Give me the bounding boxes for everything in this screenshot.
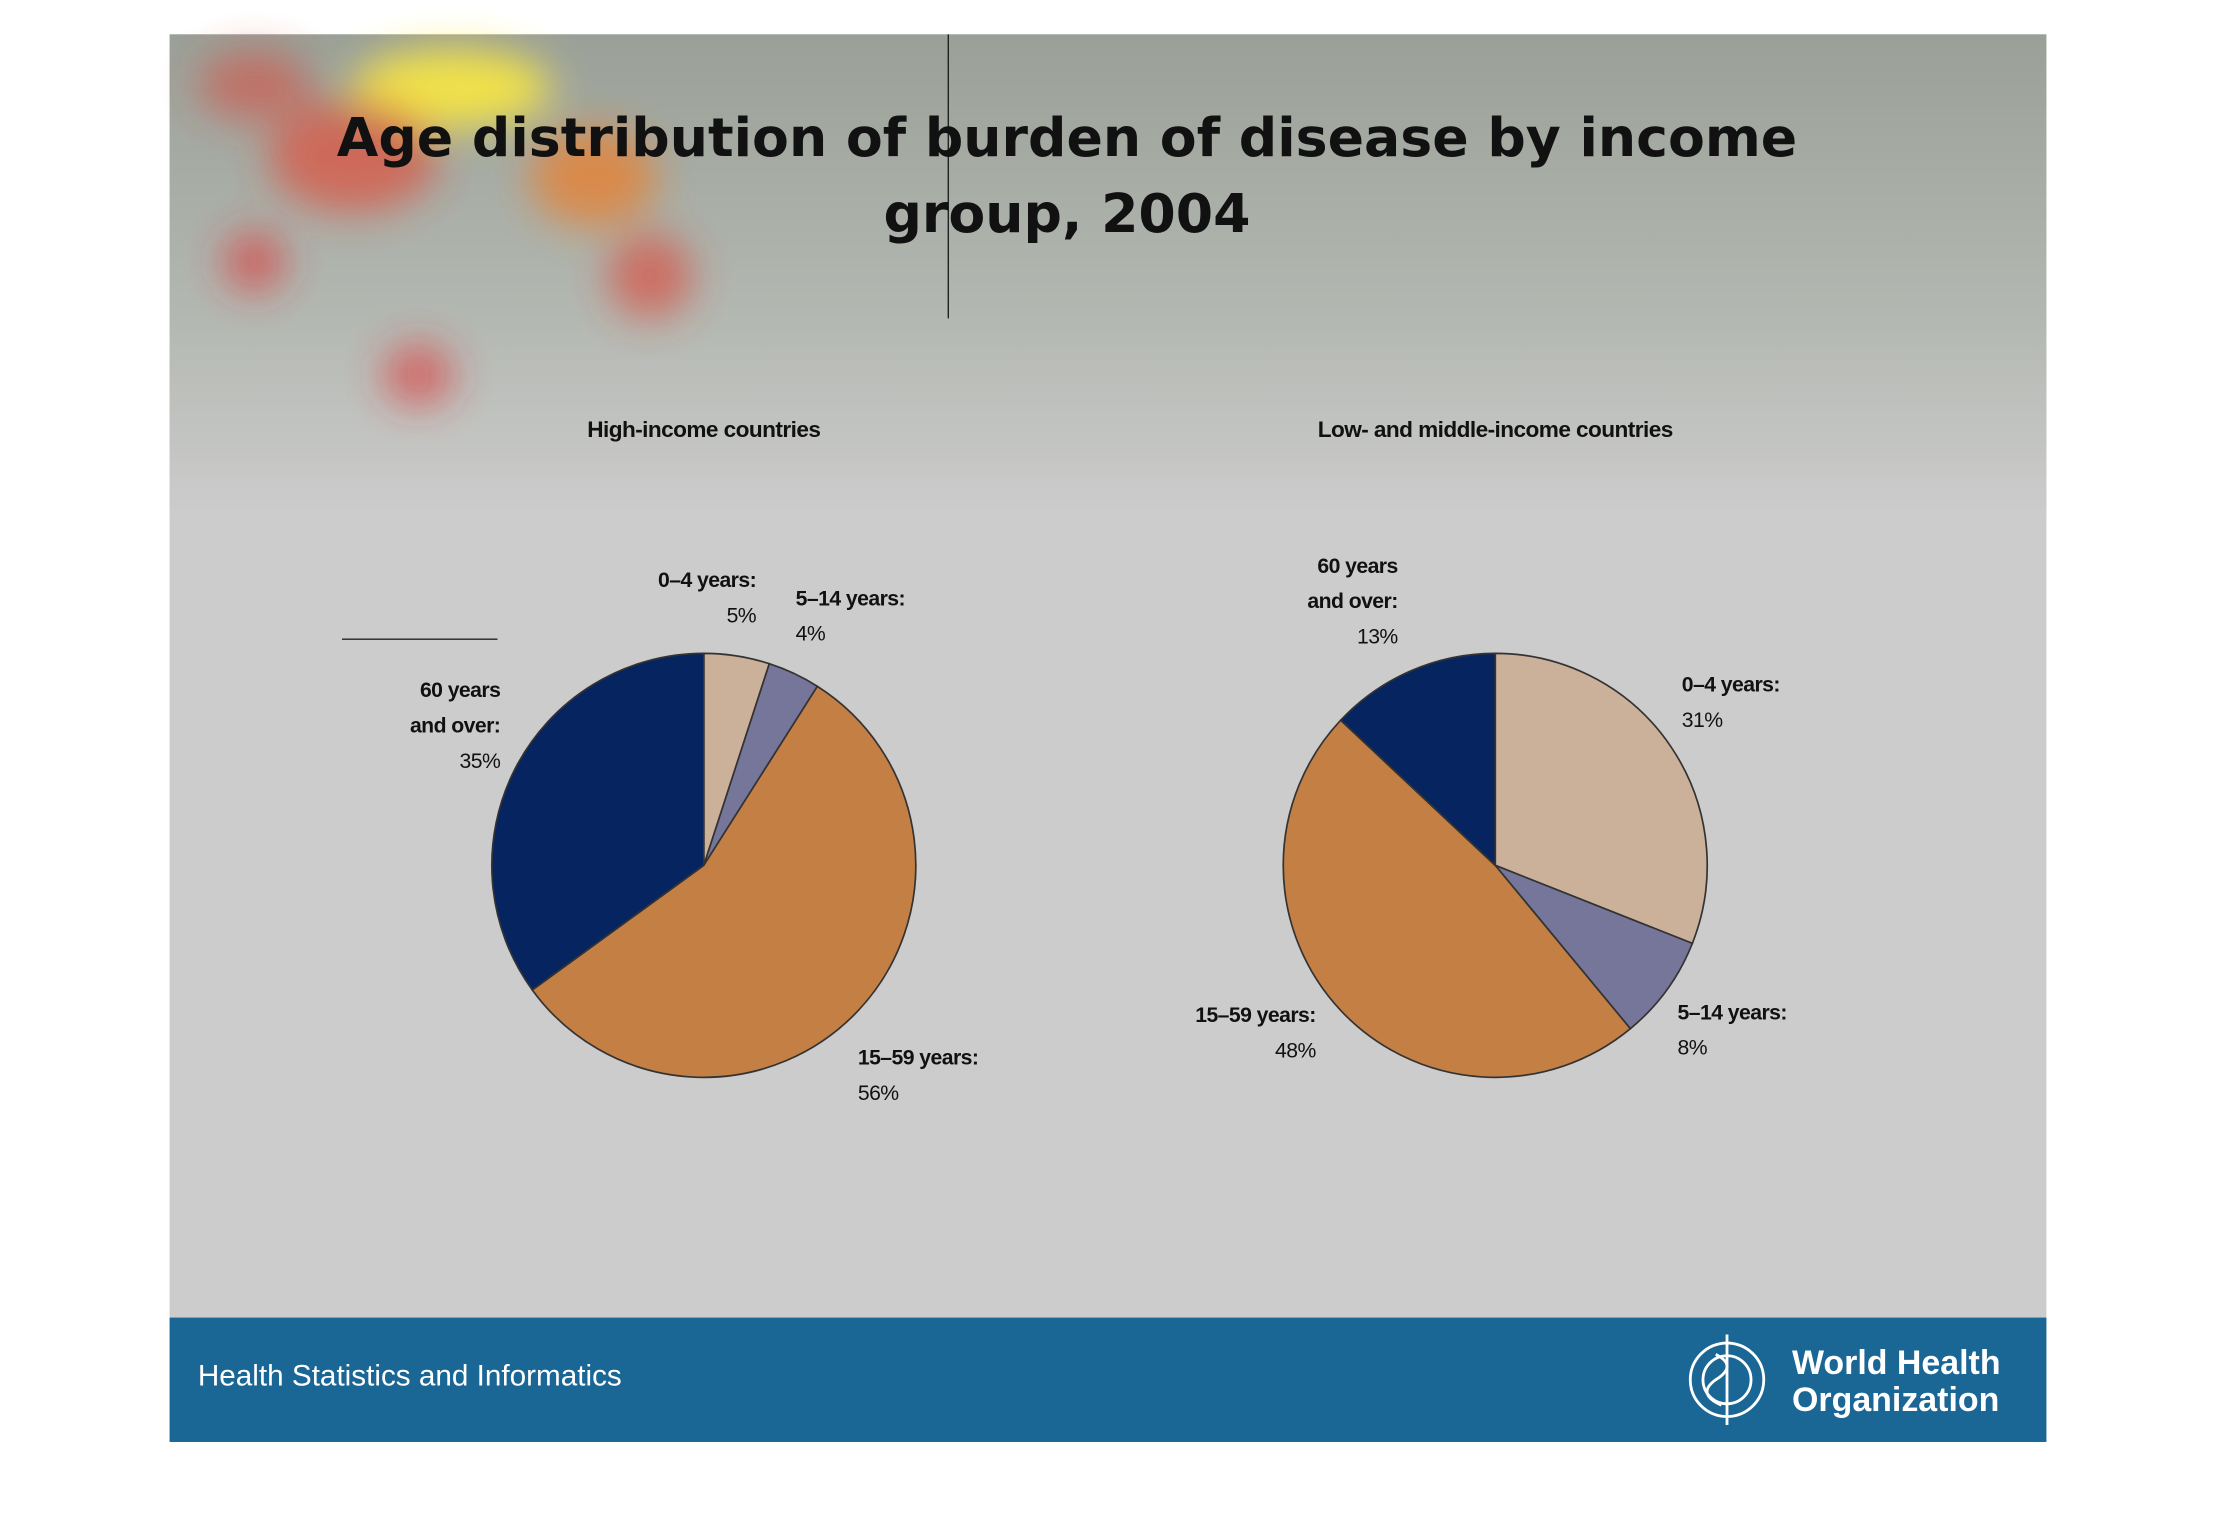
slice-label-box: 15–59 years: 48%: [1195, 1003, 1316, 1064]
title-box: Age distribution of burden of disease by…: [336, 106, 1798, 245]
who-emblem: [1688, 1334, 1766, 1425]
logo-text: World Health Organization: [1792, 1345, 2001, 1420]
slice-category: 60 years and over:: [409, 678, 501, 739]
pie-title: Low- and middle-income countries: [1317, 418, 1674, 443]
pie-slice: [1494, 652, 1709, 945]
slice-value-label: 4%: [795, 622, 826, 647]
slice-category: 0–4 years:: [658, 568, 757, 593]
pie-slice: [1494, 864, 1694, 1030]
slice-label-box: 15–59 years: 56%: [857, 1046, 979, 1106]
slide-title: Age distribution of burden of disease by…: [336, 106, 1798, 245]
pie-title-box: Low- and middle-income countries: [1317, 418, 1674, 443]
slice-category: 15–59 years:: [1195, 1003, 1316, 1028]
slice-label-box: 60 years and over: 35%: [409, 678, 501, 774]
slice-category: 0–4 years:: [1681, 673, 1781, 698]
slice-value-label: 48%: [1275, 1039, 1316, 1064]
slice-label-box: 5–14 years: 4%: [795, 586, 906, 647]
pie-title-box: High-income countries: [587, 418, 821, 443]
pie-slice: [1339, 652, 1497, 868]
slice-label-box: 60 years and over: 13%: [1307, 554, 1398, 650]
slice-category: 5–14 years:: [795, 586, 906, 611]
slice-label-box: 0–4 years: 31%: [1681, 673, 1781, 733]
slice-value-label: 31%: [1681, 708, 1723, 733]
pie-slice: [1282, 719, 1632, 1079]
footer-text: Health Statistics and Informatics: [197, 1359, 622, 1393]
slice-value-label: 13%: [1356, 625, 1398, 650]
heatmap: [197, 48, 693, 407]
slice-value-label: 56%: [857, 1081, 899, 1106]
pie-slice: [531, 685, 917, 1079]
footer-box: Health Statistics and Informatics: [197, 1359, 622, 1393]
slice-category: 5–14 years:: [1677, 1001, 1788, 1026]
pie-title: High-income countries: [587, 418, 821, 443]
slice-value-label: 5%: [726, 603, 757, 628]
slice-category: 60 years and over:: [1307, 554, 1398, 614]
slice-label-box: 0–4 years: 5%: [658, 568, 757, 628]
slice-label-box: 5–14 years: 8%: [1677, 1001, 1788, 1061]
slice-category: 15–59 years:: [857, 1046, 979, 1071]
footer-bar: [169, 1317, 2047, 1442]
logo-box: World Health Organization: [1792, 1345, 2001, 1420]
slice-value-label: 8%: [1677, 1036, 1708, 1061]
slice-value-label: 35%: [459, 749, 501, 774]
pie-slice: [490, 652, 705, 992]
